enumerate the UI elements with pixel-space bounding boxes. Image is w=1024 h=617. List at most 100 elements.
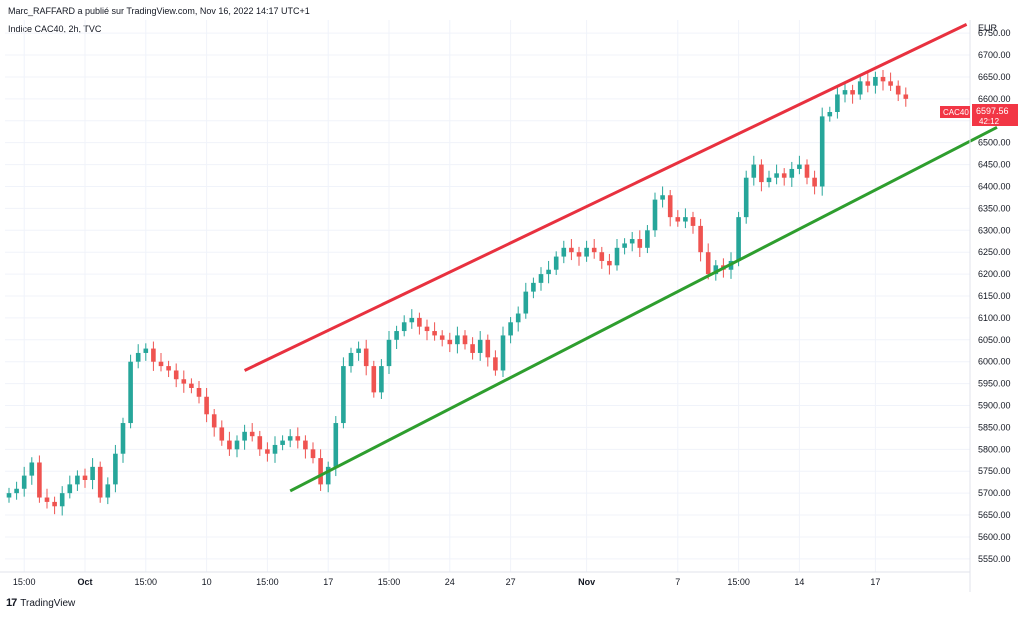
price-tick-label: 6100.00 (978, 313, 1011, 323)
candle-body (835, 94, 840, 112)
candle-body (819, 116, 825, 187)
candle-body (401, 322, 407, 332)
candle-body (508, 322, 513, 336)
candle-body (128, 361, 133, 424)
candle-body (242, 431, 247, 441)
current-price-box (972, 104, 1018, 126)
candle-body (591, 247, 597, 253)
candle-body (447, 339, 453, 345)
candle-body (379, 366, 384, 393)
candle-body (873, 76, 878, 86)
time-tick-label: 7 (675, 577, 680, 587)
price-tick-label: 6450.00 (978, 160, 1011, 170)
price-tick-label: 6600.00 (978, 94, 1011, 104)
candle-body (622, 243, 627, 248)
candle-body (683, 217, 688, 222)
candle-body (37, 462, 42, 498)
candle-body (234, 440, 240, 450)
candle-body (424, 326, 430, 332)
time-tick-label: 15:00 (378, 577, 401, 587)
price-tick-label: 6200.00 (978, 269, 1011, 279)
support-line (289, 125, 998, 493)
candle-body (280, 440, 285, 445)
candle-body (409, 317, 415, 323)
candle-body (561, 247, 567, 257)
candle-body (705, 252, 711, 275)
candle-body (219, 427, 225, 441)
price-tick-label: 5550.00 (978, 554, 1011, 564)
candle-body (371, 366, 377, 393)
symbol-tag (940, 106, 970, 118)
price-tick-label: 6400.00 (978, 181, 1011, 191)
candle-body (204, 396, 209, 415)
candle-body (629, 239, 635, 244)
candle-body (455, 335, 460, 345)
trendlines (243, 23, 998, 493)
candle-body (827, 112, 833, 117)
candle-body (318, 458, 323, 485)
price-tick-label: 6750.00 (978, 28, 1011, 38)
candle-body (6, 493, 12, 498)
symbol-tag-text: CAC40 (943, 108, 969, 117)
candle-body (713, 265, 719, 275)
currency-label: EUR (978, 23, 998, 33)
candle-body (113, 453, 118, 485)
candle-body (439, 335, 445, 340)
candle-body (90, 466, 95, 480)
candle-body (766, 177, 772, 183)
candle-body (614, 247, 620, 266)
candle-body (333, 423, 339, 467)
candle-body (394, 331, 399, 340)
candle-body (470, 344, 475, 353)
candle-body (812, 177, 817, 187)
candle-body (599, 252, 605, 261)
time-tick-label: 15:00 (727, 577, 750, 587)
candle-body (120, 423, 126, 454)
candle-body (272, 444, 278, 454)
time-tick-label: 17 (323, 577, 333, 587)
candle-body (105, 484, 111, 498)
candle-body (52, 501, 57, 507)
price-tick-label: 5950.00 (978, 379, 1011, 389)
candle-body (637, 239, 643, 248)
time-tick-label: 14 (794, 577, 804, 587)
grid (5, 20, 970, 572)
candle-body (287, 436, 293, 441)
candle-body (82, 475, 88, 480)
candle-body (173, 370, 179, 380)
candle-body (417, 317, 422, 327)
candle-body (21, 475, 27, 489)
candle-body (295, 436, 301, 441)
symbol-line: Indice CAC40, 2h, TVC (8, 24, 102, 34)
candle-body (675, 217, 681, 222)
candle-body (189, 383, 194, 388)
time-tick-label: Oct (77, 577, 92, 587)
time-tick-label: 15:00 (135, 577, 158, 587)
candle-body (865, 81, 871, 86)
candle-body (386, 339, 392, 367)
price-tick-label: 5900.00 (978, 401, 1011, 411)
candle-body (325, 466, 331, 485)
candle-body (850, 90, 855, 95)
price-tick-label: 5650.00 (978, 510, 1011, 520)
price-label: CAC40 6597.56 42:12 (940, 104, 1018, 126)
bar-countdown: 42:12 (979, 117, 1000, 126)
candle-body (135, 352, 141, 362)
price-tick-label: 5850.00 (978, 422, 1011, 432)
candle-body (553, 256, 559, 270)
candle-body (743, 177, 749, 218)
candles (6, 69, 909, 516)
time-tick-label: 24 (445, 577, 455, 587)
price-tick-label: 5800.00 (978, 444, 1011, 454)
candle-body (303, 440, 308, 450)
candle-body (645, 230, 650, 248)
candle-body (59, 493, 65, 507)
candle-body (14, 488, 19, 494)
time-axis: 15:00 Oct 15:00 10 15:00 17 15:00 24 27 Nov 7 15:00… (13, 577, 880, 587)
tradingview-footer[interactable]: 17 TradingView (6, 597, 75, 609)
candle-body (356, 348, 361, 353)
candle-body (781, 173, 787, 178)
candle-body (257, 436, 263, 450)
candle-body (736, 217, 741, 261)
